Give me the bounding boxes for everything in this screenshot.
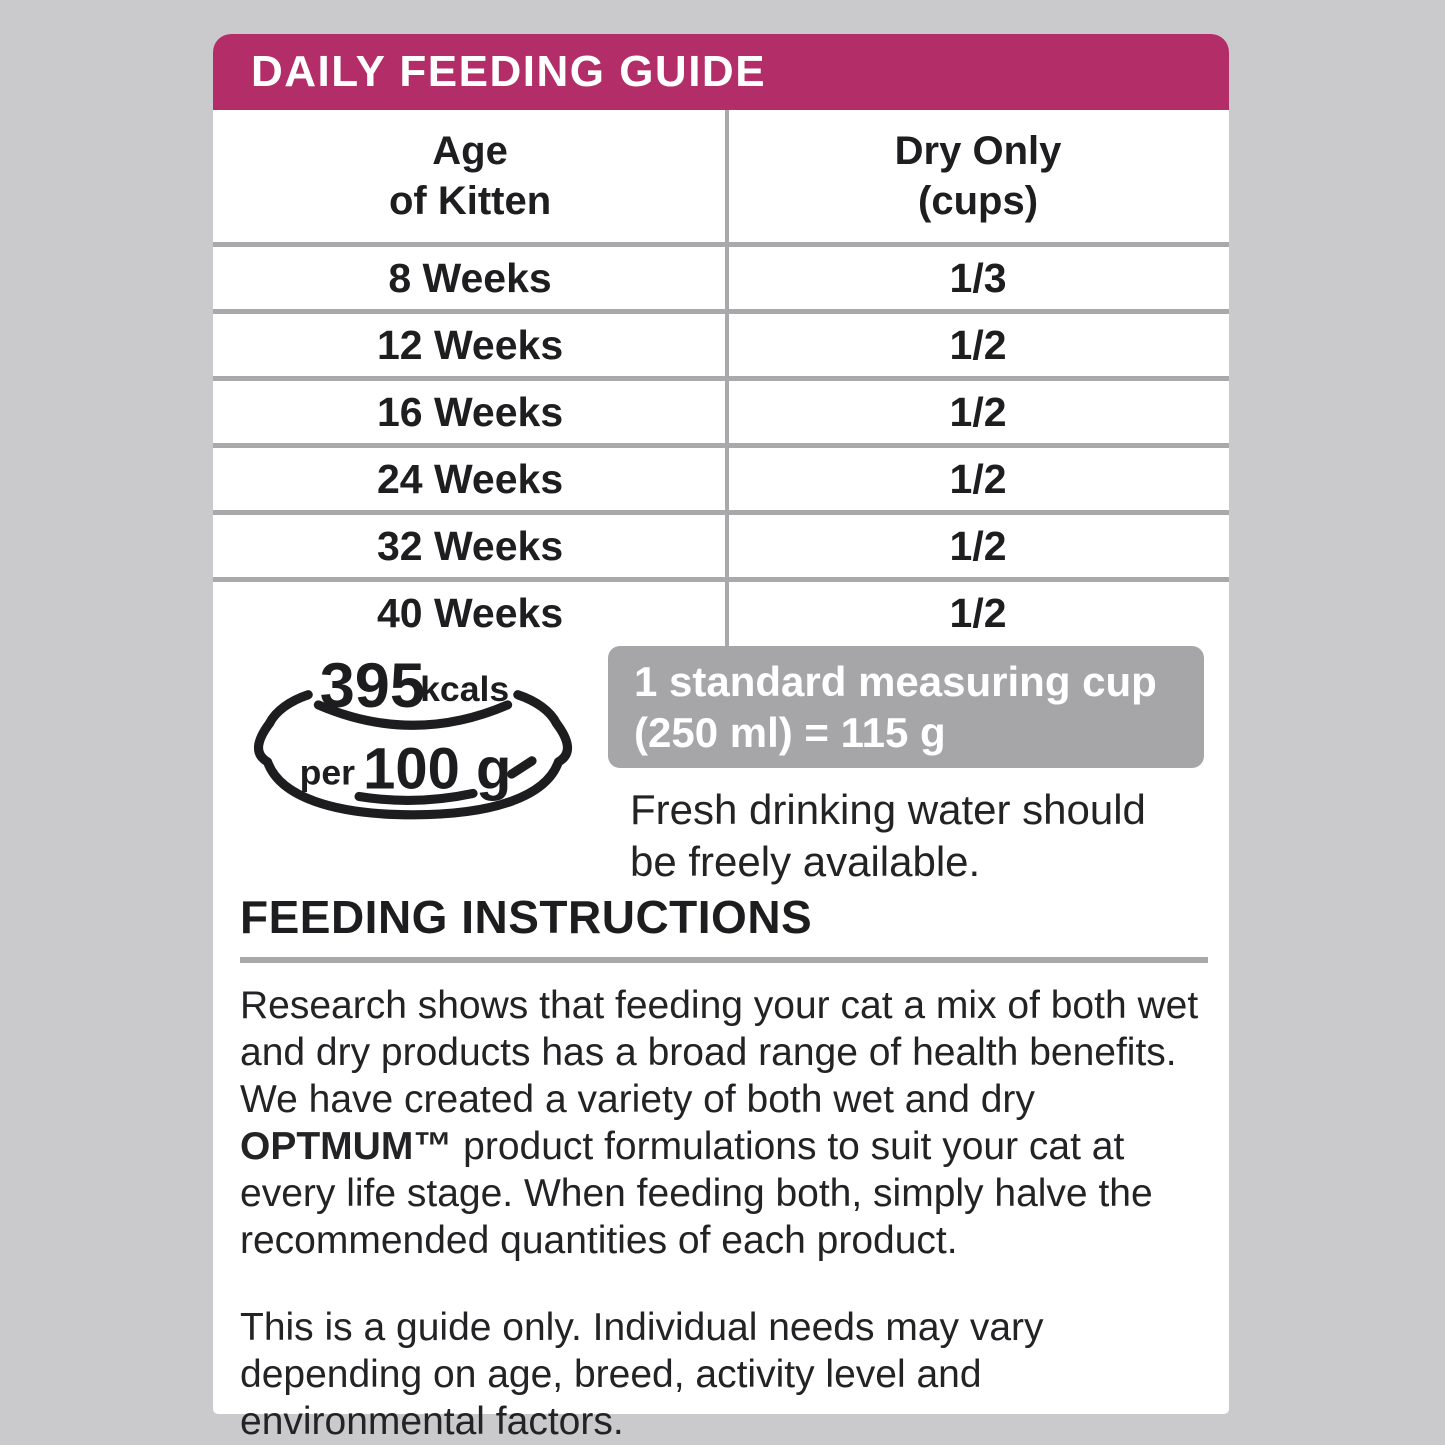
age-cell: 24 Weeks xyxy=(376,455,564,502)
cups-cell: 1/2 xyxy=(949,522,1007,569)
per-amount: 100 g xyxy=(363,737,511,801)
cups-cell: 1/2 xyxy=(949,589,1007,636)
cups-cell: 1/3 xyxy=(949,254,1007,301)
cups-cell: 1/2 xyxy=(949,455,1007,502)
dry-header-line1: Dry Only xyxy=(894,129,1062,173)
header-bar: DAILY FEEDING GUIDE xyxy=(213,34,1229,110)
paragraph-1-before: Research shows that feeding your cat a m… xyxy=(240,984,1199,1121)
kcal-unit: kcals xyxy=(420,669,509,709)
age-header-line1: Age xyxy=(432,129,508,173)
table-row: 8 Weeks 1/3 xyxy=(213,242,1229,309)
age-cell: 40 Weeks xyxy=(376,589,564,636)
kcal-value: 395 xyxy=(320,651,425,721)
table-row: 32 Weeks 1/2 xyxy=(213,510,1229,577)
column-divider xyxy=(725,110,729,649)
paragraph-1-after: product formulations to suit your cat at… xyxy=(240,1125,1153,1262)
feeding-table: Age of Kitten Dry Only (cups) 8 Weeks 1/… xyxy=(213,110,1229,649)
measuring-cup-note: 1 standard measuring cup (250 ml) = 115 … xyxy=(608,646,1204,768)
table-row: 12 Weeks 1/2 xyxy=(213,309,1229,376)
table-row: 16 Weeks 1/2 xyxy=(213,376,1229,443)
dry-header-line2: (cups) xyxy=(918,179,1039,223)
table-row: 40 Weeks 1/2 xyxy=(213,577,1229,644)
measuring-cup-note-line2: (250 ml) = 115 g xyxy=(634,709,946,756)
instructions-paragraph-1: Research shows that feeding your cat a m… xyxy=(240,982,1208,1264)
age-cell: 8 Weeks xyxy=(388,254,552,301)
age-cell: 12 Weeks xyxy=(376,321,564,368)
measuring-cup-note-line1: 1 standard measuring cup xyxy=(634,658,1157,705)
instructions-paragraph-2: This is a guide only. Individual needs m… xyxy=(240,1306,1044,1443)
page-title: DAILY FEEDING GUIDE xyxy=(251,47,767,96)
calorie-bowl-icon: 395 kcals per 100 g xyxy=(245,650,581,828)
water-note: Fresh drinking water should be freely av… xyxy=(630,784,1146,888)
age-header-line2: of Kitten xyxy=(388,179,552,223)
feeding-instructions-section: FEEDING INSTRUCTIONS Research shows that… xyxy=(240,890,1208,1445)
cups-cell: 1/2 xyxy=(949,321,1007,368)
table-header-row: Age of Kitten Dry Only (cups) xyxy=(213,110,1229,242)
column-header-dry-only: Dry Only (cups) xyxy=(727,126,1229,226)
per-label: per xyxy=(300,752,356,792)
instructions-heading: FEEDING INSTRUCTIONS xyxy=(240,891,813,943)
age-cell: 16 Weeks xyxy=(376,388,564,435)
table-row: 24 Weeks 1/2 xyxy=(213,443,1229,510)
water-note-line2: be freely available. xyxy=(630,838,981,885)
heading-divider-rule xyxy=(240,957,1208,963)
age-cell: 32 Weeks xyxy=(376,522,564,569)
brand-name: OPTMUM™ xyxy=(240,1125,453,1168)
cups-cell: 1/2 xyxy=(949,388,1007,435)
water-note-line1: Fresh drinking water should xyxy=(630,786,1146,833)
column-header-age: Age of Kitten xyxy=(213,126,727,226)
feeding-guide-panel: DAILY FEEDING GUIDE Age of Kitten Dry On… xyxy=(213,34,1229,1443)
